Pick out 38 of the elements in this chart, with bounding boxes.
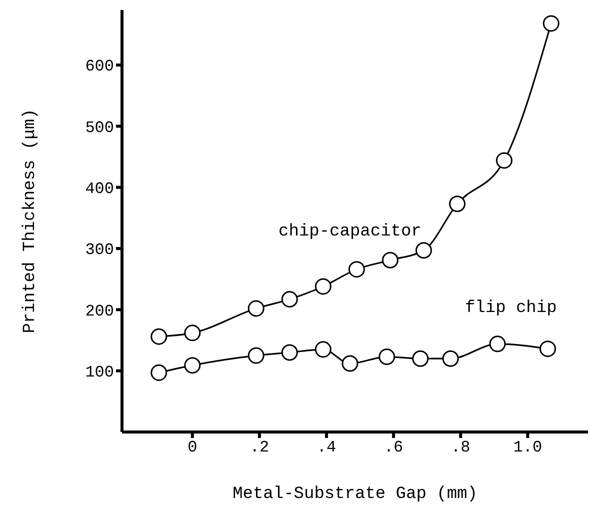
- y-tick-label: 200: [85, 302, 114, 320]
- point: [415, 242, 432, 259]
- series-label: flip chip: [464, 299, 557, 318]
- y-tick-label: 600: [85, 58, 114, 76]
- point: [442, 350, 459, 367]
- x-tick-label: 0: [188, 438, 198, 456]
- point: [378, 348, 396, 366]
- x-tick-label: 1.0: [513, 438, 542, 456]
- x-tick-label: .6: [384, 438, 404, 456]
- point: [542, 15, 560, 32]
- point: [314, 341, 332, 358]
- series-label: chip-capacitor: [278, 222, 422, 242]
- point: [540, 340, 556, 358]
- point: [150, 328, 168, 345]
- x-tick-label: .2: [250, 438, 270, 456]
- point: [314, 278, 332, 295]
- y-tick-label: 500: [85, 118, 114, 137]
- point: [412, 350, 429, 367]
- point: [489, 336, 506, 352]
- x-tick-label: .4: [316, 438, 336, 456]
- point: [281, 291, 298, 308]
- point: [248, 300, 264, 317]
- y-tick-label: 400: [85, 180, 114, 198]
- y-axis-title: Printed Thickness (μm): [21, 108, 40, 334]
- point: [248, 347, 264, 364]
- point: [184, 357, 201, 374]
- point: [382, 252, 398, 268]
- point: [150, 364, 168, 381]
- point: [348, 261, 365, 278]
- y-tick-label: 300: [85, 241, 114, 260]
- x-tick-label: .8: [451, 438, 470, 456]
- point: [496, 152, 512, 169]
- point: [281, 344, 298, 361]
- point: [184, 324, 201, 342]
- point: [342, 355, 358, 372]
- y-tick-label: 100: [85, 364, 114, 382]
- x-axis-title: Metal-Substrate Gap (mm): [232, 485, 478, 504]
- point: [449, 196, 466, 212]
